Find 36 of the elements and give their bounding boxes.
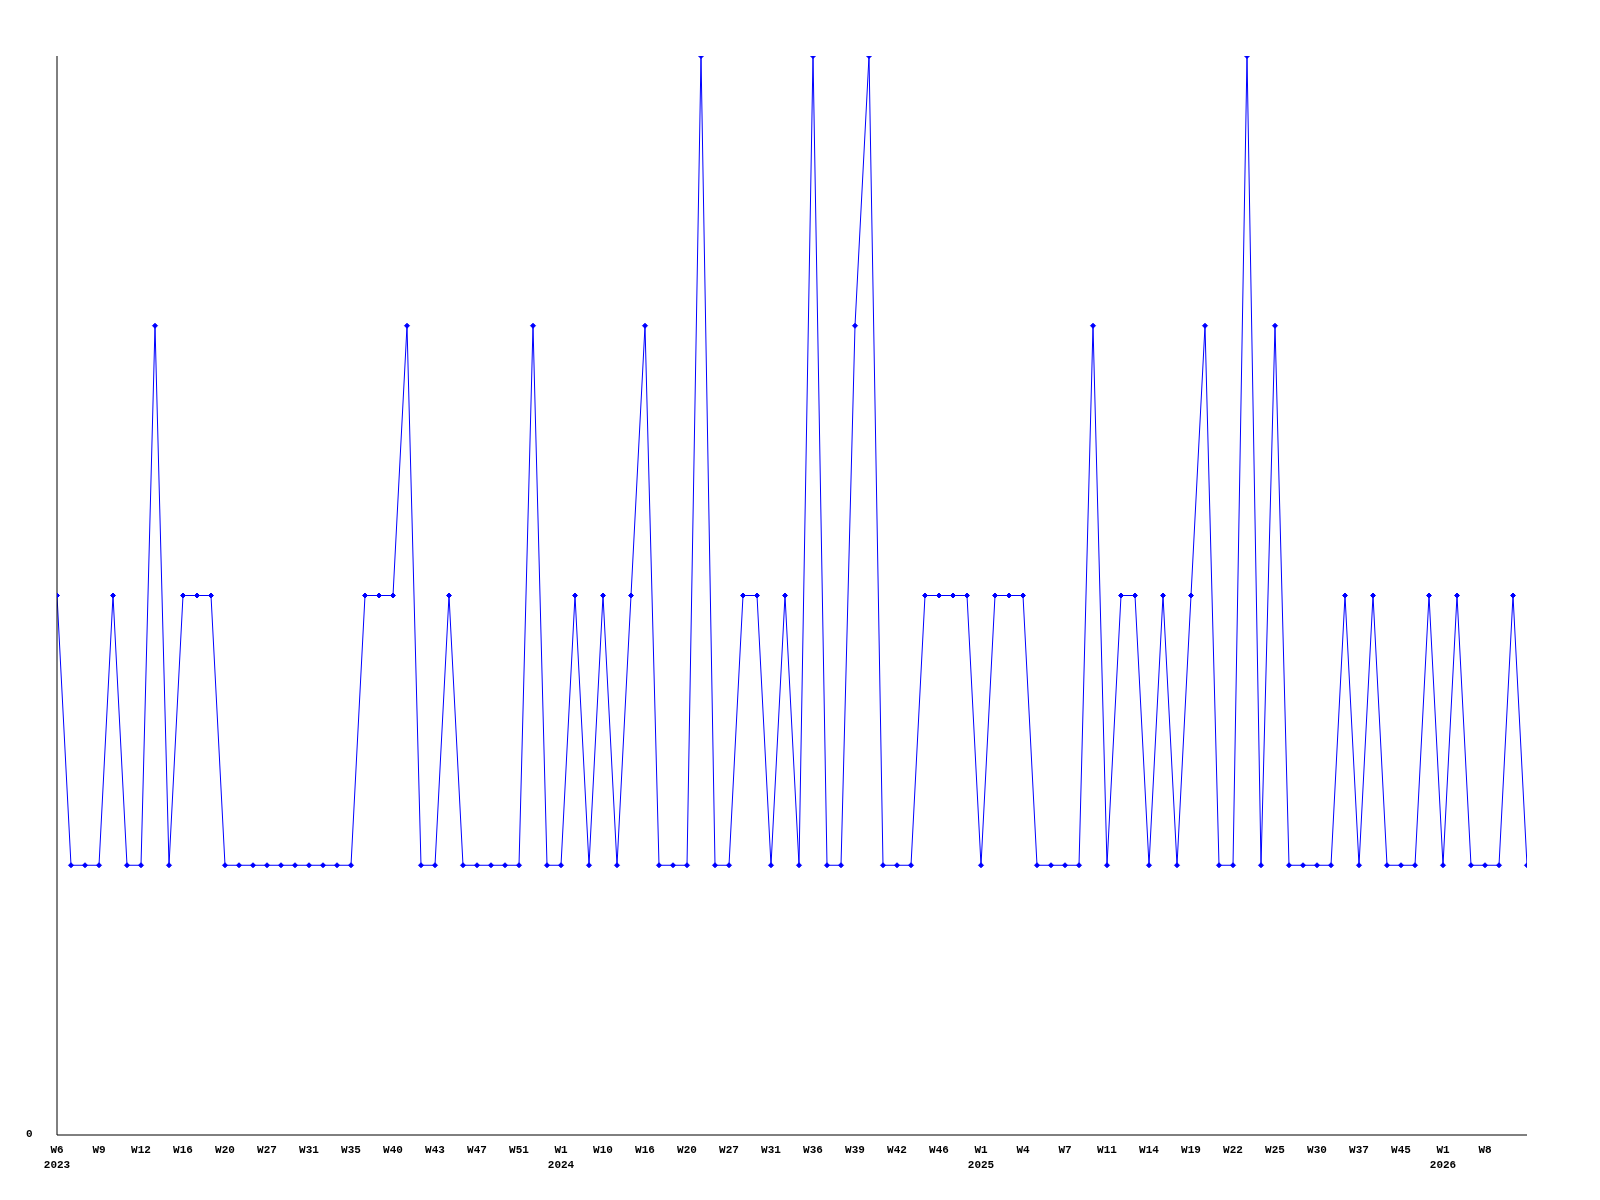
x-tick-label: W6 2023	[43, 1144, 71, 1171]
x-tick-label: W22	[1223, 1144, 1243, 1156]
x-tick-label: W14	[1139, 1144, 1160, 1156]
x-tick-label: W27	[257, 1144, 277, 1156]
x-tick-label: W45	[1391, 1144, 1412, 1156]
x-tick-label: W20	[215, 1144, 235, 1156]
x-tick-label: W46	[929, 1144, 949, 1156]
x-tick-label: W20	[677, 1144, 697, 1156]
x-tick-label: W7	[1058, 1144, 1072, 1156]
x-tick-label: W10	[593, 1144, 613, 1156]
x-tick-label: W30	[1307, 1144, 1327, 1156]
text: 0	[26, 1128, 33, 1140]
x-tick-label: W9	[92, 1144, 106, 1156]
x-tick-label: W4	[1016, 1144, 1030, 1156]
x-tick-label: W16	[635, 1144, 655, 1156]
x-tick-label: W31	[299, 1144, 320, 1156]
x-tick-label: W27	[719, 1144, 739, 1156]
x-tick-label: W8	[1478, 1144, 1492, 1156]
x-tick-label: W11	[1097, 1144, 1118, 1156]
x-tick-label: W1 2024	[547, 1144, 575, 1171]
x-tick-label: W47	[467, 1144, 487, 1156]
x-tick-label: W16	[173, 1144, 193, 1156]
x-tick-label: W36	[803, 1144, 823, 1156]
x-tick-label: W40	[383, 1144, 403, 1156]
x-tick-label: W43	[425, 1144, 446, 1156]
x-tick-label: W37	[1349, 1144, 1369, 1156]
x-tick-label: W12	[131, 1144, 151, 1156]
x-tick-label: W35	[341, 1144, 362, 1156]
x-tick-label: W19	[1181, 1144, 1201, 1156]
x-tick-label: W1 2026	[1429, 1144, 1457, 1171]
x-tick-label: W51	[509, 1144, 530, 1156]
x-tick-label: W31	[761, 1144, 782, 1156]
x-tick-label: W42	[887, 1144, 907, 1156]
x-tick-label: W39	[845, 1144, 865, 1156]
x-tick-label: W25	[1265, 1144, 1286, 1156]
x-tick-label: W1 2025	[967, 1144, 995, 1171]
